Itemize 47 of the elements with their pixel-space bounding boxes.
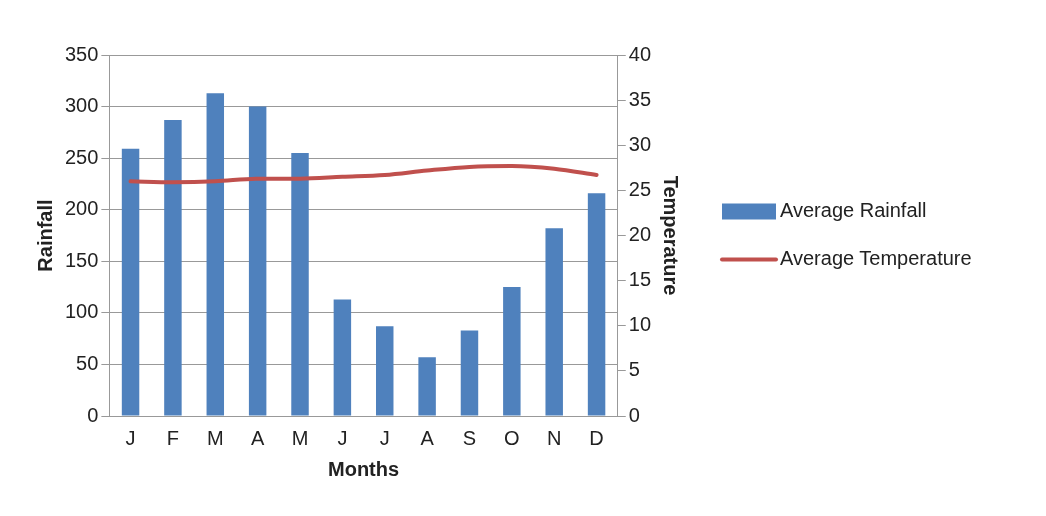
x-tick-label: J — [125, 426, 136, 449]
y2-tick-label: 15 — [628, 268, 651, 291]
y2-tick-label: 35 — [628, 87, 651, 110]
y-tick-label: 300 — [64, 94, 99, 117]
bar — [460, 330, 479, 416]
line-series — [128, 164, 599, 185]
x-tick-label: J — [337, 426, 348, 449]
x-tick-label: M — [206, 426, 224, 449]
y-tick-label: 350 — [64, 42, 99, 65]
y-axis-title: Rainfall — [33, 199, 56, 272]
y2-tick-label: 20 — [628, 223, 651, 246]
legend-label: Average Rainfall — [780, 199, 927, 222]
bar — [503, 287, 521, 416]
bar — [248, 106, 267, 416]
bar — [206, 93, 225, 416]
y-tick-label: 0 — [87, 403, 99, 426]
x-tick-label: S — [462, 426, 477, 449]
y-tick-label: 200 — [64, 197, 99, 220]
bar — [291, 152, 309, 416]
bar — [164, 119, 182, 416]
bar — [333, 299, 352, 416]
bar — [376, 326, 394, 416]
y2-tick-label: 5 — [628, 358, 640, 381]
y-tick-label: 100 — [64, 300, 99, 323]
x-tick-label: O — [504, 426, 520, 449]
legend-label: Average Temperature — [780, 247, 972, 270]
y2-tick-label: 0 — [628, 403, 640, 426]
y2-tick-label: 30 — [628, 132, 651, 155]
y-tick-label: 150 — [64, 248, 99, 271]
y-tick-label: 50 — [76, 351, 99, 374]
x-tick-label: M — [291, 426, 309, 449]
x-tick-label: F — [166, 426, 180, 449]
bar — [587, 193, 606, 416]
x-tick-label: D — [589, 426, 604, 449]
x-axis-title: Months — [328, 457, 400, 480]
bar — [121, 148, 140, 416]
y2-axis-title: Temperature — [660, 175, 683, 296]
bar — [545, 228, 563, 416]
y2-tick-label: 40 — [628, 42, 651, 65]
x-tick-label: A — [420, 426, 435, 449]
y2-tick-label: 10 — [628, 313, 651, 336]
y2-tick-label: 25 — [628, 177, 651, 200]
bar — [418, 357, 436, 416]
x-tick-label: J — [379, 426, 390, 449]
x-tick-label: N — [546, 426, 562, 449]
y-tick-label: 250 — [64, 145, 99, 168]
x-tick-label: A — [250, 426, 265, 449]
